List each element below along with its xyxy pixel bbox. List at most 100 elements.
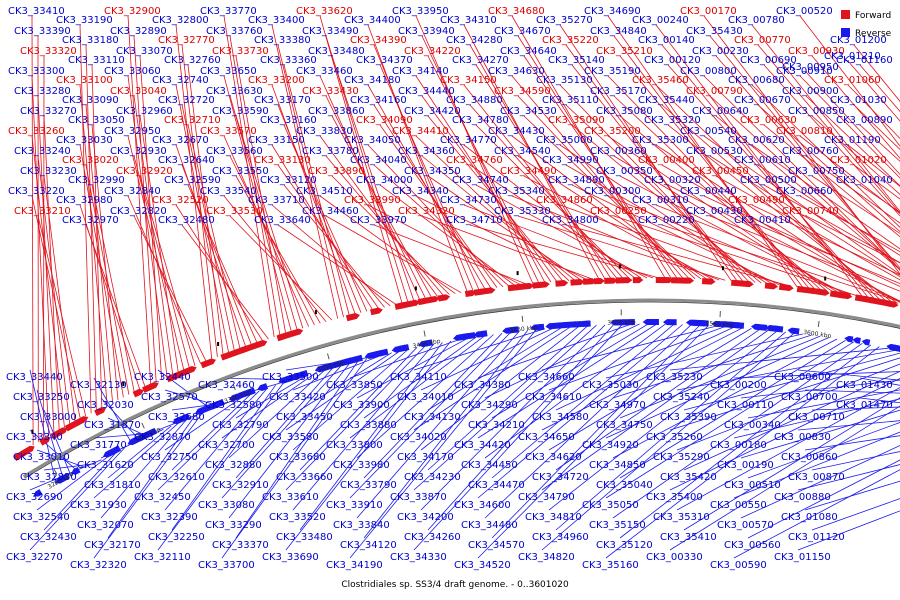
reverse-gene-label: CK3_33340 bbox=[6, 432, 63, 443]
reverse-gene-label: CK3_31810 bbox=[84, 480, 141, 491]
forward-gene-label: CK3_32980 bbox=[56, 195, 113, 206]
forward-leader-line bbox=[847, 144, 900, 187]
reverse-leader-line bbox=[36, 455, 110, 511]
reverse-gene-label: CK3_34190 bbox=[326, 560, 383, 571]
forward-leader-line bbox=[325, 155, 444, 296]
forward-leader-line bbox=[85, 44, 97, 411]
reverse-gene-mark bbox=[895, 345, 900, 353]
forward-gene-label: CK3_33110 bbox=[68, 55, 125, 66]
reverse-gene-label: CK3_34610 bbox=[525, 392, 582, 403]
forward-gene-label: CK3_33020 bbox=[62, 155, 119, 166]
forward-gene-label: CK3_00120 bbox=[644, 55, 701, 66]
forward-leader-line bbox=[235, 115, 304, 329]
reverse-leader-line bbox=[484, 323, 640, 399]
forward-leader-line bbox=[751, 24, 900, 213]
reverse-gene-label: CK3_00600 bbox=[774, 372, 831, 383]
forward-gene-label: CK3_32720 bbox=[158, 95, 215, 106]
forward-gene-label: CK3_34140 bbox=[392, 66, 449, 77]
reverse-leader-line bbox=[29, 429, 80, 473]
reverse-leader-line bbox=[171, 393, 252, 471]
forward-leader-line bbox=[91, 124, 119, 400]
reverse-gene-label: CK3_31930 bbox=[70, 500, 127, 511]
forward-gene-label: CK3_34690 bbox=[584, 6, 641, 17]
reverse-gene-mark bbox=[473, 330, 488, 338]
forward-gene-label: CK3_34640 bbox=[500, 46, 557, 57]
reverse-leader-line bbox=[811, 498, 900, 531]
reverse-leader-line bbox=[43, 409, 72, 477]
forward-leader-line bbox=[373, 44, 474, 292]
reverse-gene-mark bbox=[582, 320, 591, 327]
reverse-gene-label: CK3_35050 bbox=[582, 500, 639, 511]
forward-leader-line bbox=[667, 124, 893, 303]
forward-gene-label: CK3_00750 bbox=[788, 166, 845, 177]
forward-gene-label: CK3_32480 bbox=[158, 215, 215, 226]
reverse-gene-label: CK3_35420 bbox=[660, 472, 717, 483]
reverse-gene-label: CK3_35410 bbox=[660, 532, 717, 543]
forward-gene-label: CK3_34180 bbox=[344, 75, 401, 86]
forward-leader-line bbox=[655, 144, 899, 304]
forward-gene-label: CK3_34000 bbox=[356, 175, 413, 186]
reverse-leader-line bbox=[733, 469, 900, 559]
forward-gene-label: CK3_34430 bbox=[488, 126, 545, 137]
forward-gene-label: CK3_00680 bbox=[728, 75, 785, 86]
forward-gene-label: CK3_00670 bbox=[734, 95, 791, 106]
reverse-leader-line bbox=[740, 379, 900, 399]
forward-gene-label: CK3_00950 bbox=[782, 62, 839, 73]
reverse-leader-line bbox=[811, 406, 900, 411]
forward-gene-label: CK3_00640 bbox=[692, 106, 749, 117]
reverse-leader-line bbox=[349, 332, 511, 499]
reverse-leader-line bbox=[171, 384, 276, 531]
reverse-leader-line bbox=[299, 342, 443, 531]
scale-tick bbox=[521, 315, 524, 322]
forward-gene-mark bbox=[480, 287, 496, 295]
reverse-gene-label: CK3_35160 bbox=[582, 560, 639, 571]
forward-gene-mark bbox=[422, 295, 440, 305]
forward-gene-label: CK3_34040 bbox=[350, 155, 407, 166]
reverse-leader-line bbox=[477, 323, 632, 379]
forward-leader-line bbox=[223, 15, 275, 338]
forward-leader-line bbox=[367, 24, 468, 292]
forward-gene-label: CK3_01160 bbox=[836, 55, 893, 66]
forward-gene-label: CK3_00540 bbox=[680, 126, 737, 137]
forward-leader-line bbox=[235, 175, 321, 324]
forward-leader-line bbox=[223, 195, 327, 322]
forward-gene-label: CK3_35170 bbox=[590, 86, 647, 97]
reverse-gene-label: CK3_35040 bbox=[596, 480, 653, 491]
forward-leader-line bbox=[229, 155, 315, 326]
reverse-leader-line bbox=[36, 389, 65, 481]
forward-gene-mark bbox=[287, 328, 304, 338]
scale-tick bbox=[232, 384, 236, 391]
scale-marker bbox=[217, 342, 220, 346]
reverse-gene-label: CK3_32750 bbox=[141, 452, 198, 463]
reverse-gene-label: CK3_34200 bbox=[397, 512, 454, 523]
forward-gene-label: CK3_34860 bbox=[536, 195, 593, 206]
forward-gene-label: CK3_00530 bbox=[686, 146, 743, 157]
reverse-gene-label: CK3_00180 bbox=[710, 440, 767, 451]
forward-gene-label: CK3_33040 bbox=[110, 86, 167, 97]
forward-gene-label: CK3_00610 bbox=[734, 155, 791, 166]
forward-gene-label: CK3_00350 bbox=[596, 166, 653, 177]
reverse-gene-mark bbox=[397, 344, 410, 352]
reverse-gene-label: CK3_32250 bbox=[148, 532, 205, 543]
forward-leader-line bbox=[421, 35, 540, 284]
forward-leader-line bbox=[811, 115, 900, 195]
reverse-leader-line bbox=[612, 334, 812, 399]
forward-gene-mark bbox=[20, 445, 35, 457]
reverse-gene-label: CK3_00190 bbox=[717, 460, 774, 471]
forward-leader-line bbox=[277, 44, 344, 318]
forward-gene-label: CK3_33120 bbox=[260, 175, 317, 186]
reverse-gene-label: CK3_32880 bbox=[205, 460, 262, 471]
reverse-leader-line bbox=[164, 396, 244, 451]
forward-gene-label: CK3_34360 bbox=[398, 146, 455, 157]
scale-marker bbox=[122, 382, 125, 386]
reverse-gene-label: CK3_31620 bbox=[77, 460, 134, 471]
reverse-gene-mark bbox=[147, 427, 158, 436]
forward-gene-label: CK3_00430 bbox=[686, 206, 743, 217]
reverse-leader-line bbox=[107, 415, 196, 539]
reverse-gene-label: CK3_34210 bbox=[468, 420, 525, 431]
forward-gene-label: CK3_34840 bbox=[590, 26, 647, 37]
reverse-leader-line bbox=[107, 417, 148, 437]
reverse-gene-label: CK3_33900 bbox=[333, 400, 390, 411]
forward-leader-line bbox=[463, 204, 654, 279]
forward-gene-label: CK3_33630 bbox=[206, 86, 263, 97]
